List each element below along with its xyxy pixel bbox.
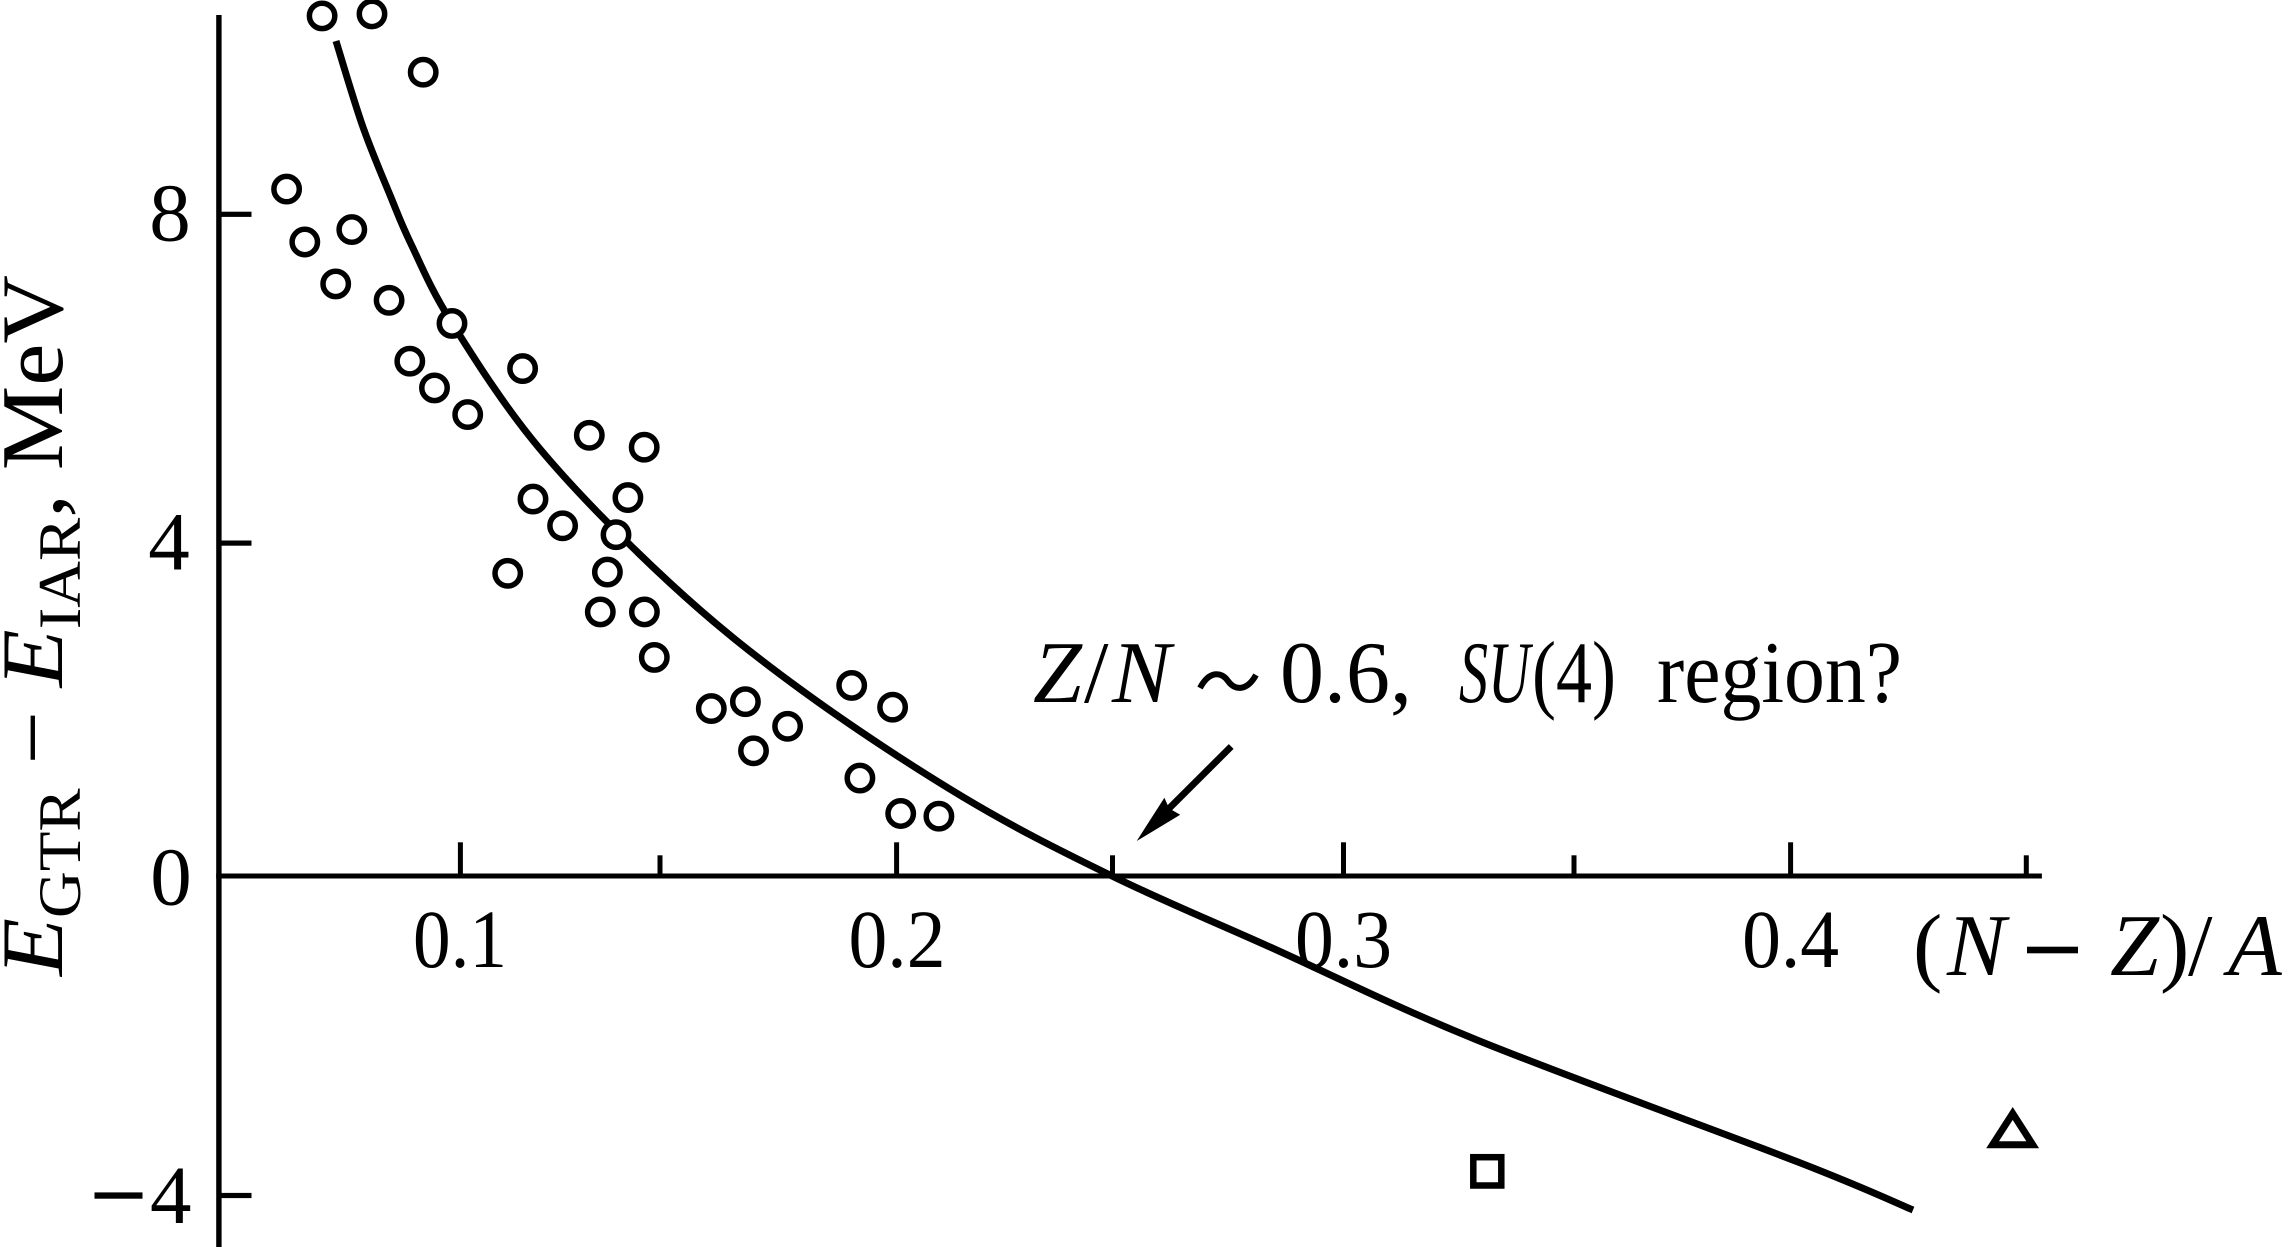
svg-text:4: 4 bbox=[150, 1149, 192, 1241]
svg-text:0: 0 bbox=[150, 831, 192, 923]
svg-text:0.2: 0.2 bbox=[849, 893, 946, 985]
svg-text:(N: (N bbox=[1913, 898, 2010, 995]
svg-text:EGTR − EIAR, MeV: EGTR − EIAR, MeV bbox=[0, 275, 93, 978]
svg-text:Z/N0.6,SU(4)region?: Z/N 0.6, SU(4) region? bbox=[1033, 625, 1902, 722]
svg-text:0.1: 0.1 bbox=[413, 893, 507, 985]
svg-text:0.3: 0.3 bbox=[1295, 893, 1392, 985]
svg-text:0.4: 0.4 bbox=[1742, 893, 1839, 985]
svg-text:8: 8 bbox=[149, 167, 191, 259]
svg-text:4: 4 bbox=[148, 495, 190, 587]
svg-text:Z)/A: Z)/A bbox=[2110, 898, 2283, 995]
